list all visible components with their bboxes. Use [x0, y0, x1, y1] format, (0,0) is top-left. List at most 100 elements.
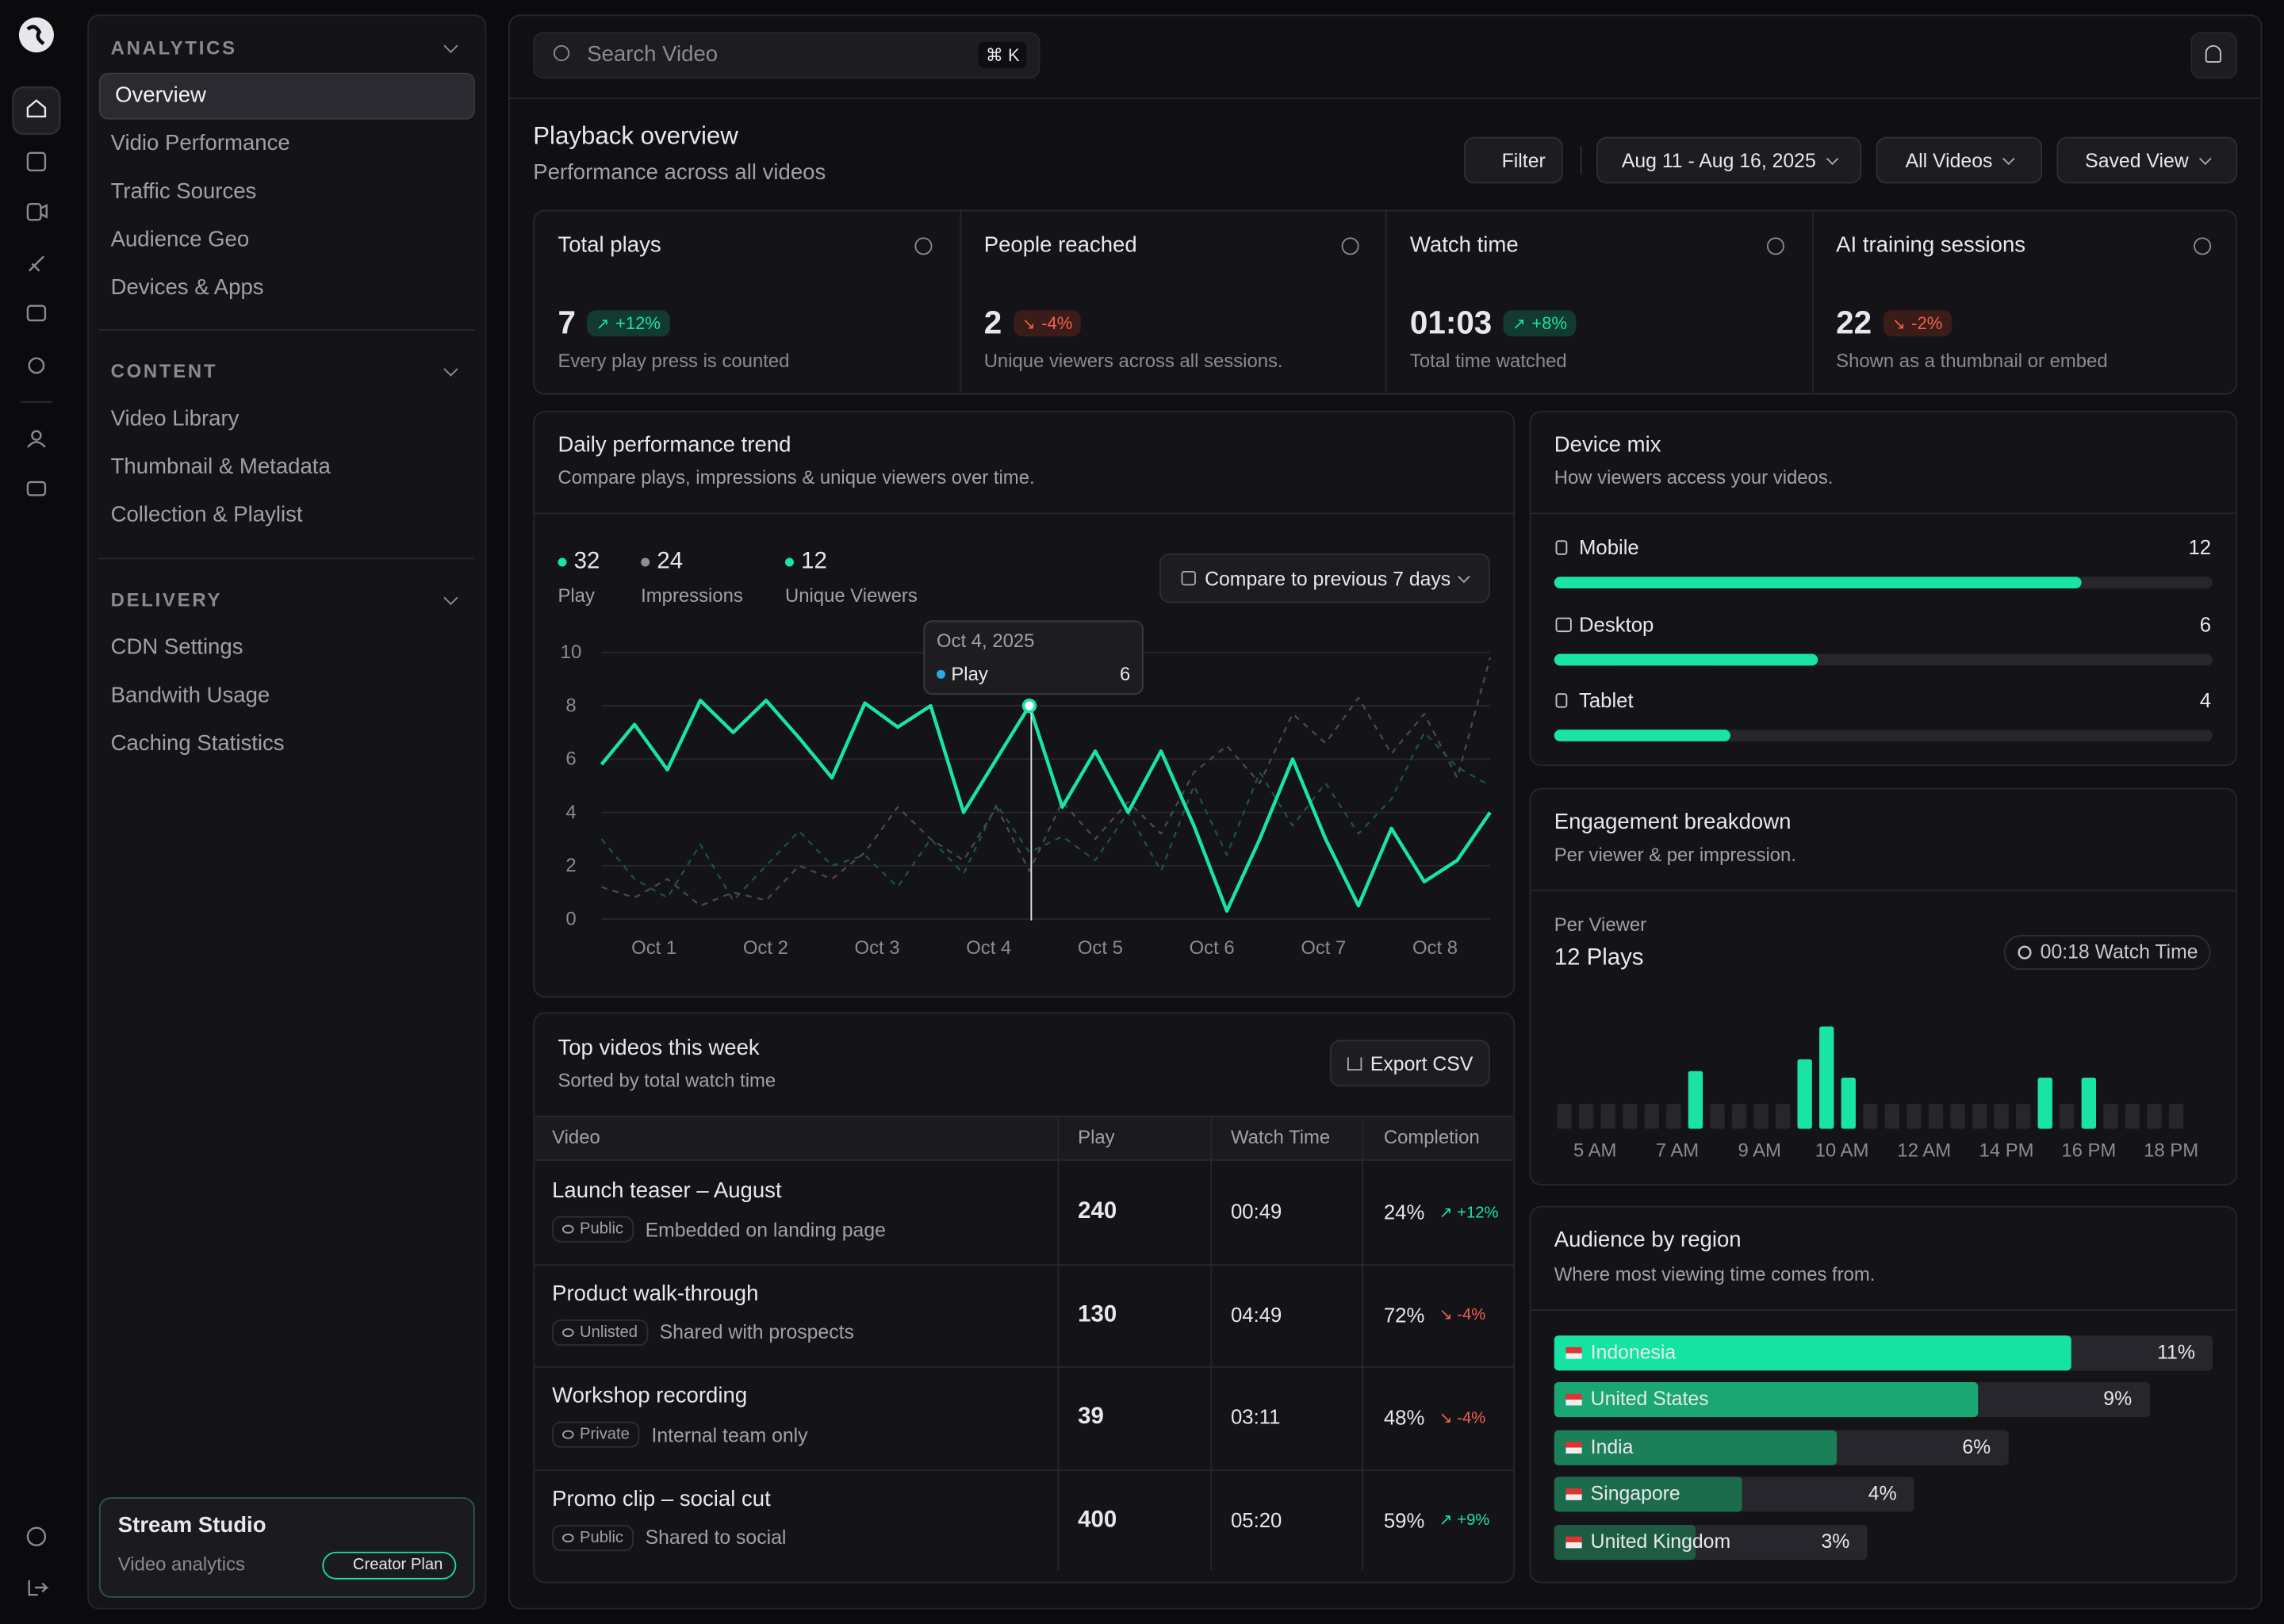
- divider: [1531, 512, 2236, 515]
- completion-value: 48%: [1383, 1405, 1425, 1429]
- shortcut: ⌘ K: [978, 41, 1027, 69]
- sidebar: [87, 14, 487, 1610]
- nav-item[interactable]: Video Library: [110, 406, 240, 431]
- nav-item[interactable]: CDN Settings: [110, 634, 243, 661]
- x-tick-label: Oct 8: [1412, 937, 1458, 959]
- video-note: Internal team only: [651, 1423, 808, 1446]
- device-name: Tablet: [1578, 688, 1634, 712]
- export-button[interactable]: Export CSV: [1329, 1040, 1490, 1087]
- visibility-badge: Unlisted: [552, 1319, 648, 1346]
- visibility-badge: Public: [552, 1524, 634, 1551]
- region-bar: [1554, 1382, 1978, 1418]
- kpi-value: 01:03: [1409, 304, 1493, 341]
- plan-badge: Creator Plan: [322, 1551, 456, 1580]
- engagement-bar: [2103, 1104, 2118, 1129]
- engagement-bar: [1666, 1104, 1681, 1129]
- compare-button[interactable]: Compare to previous 7 days: [1159, 553, 1490, 603]
- legend-label: Unique Viewers: [784, 584, 918, 607]
- device-name: Mobile: [1578, 535, 1639, 559]
- nav-item[interactable]: Overview: [115, 82, 206, 108]
- region-bar: [1554, 1477, 1742, 1512]
- toolbar-button[interactable]: Aug 11 - Aug 16, 2025: [1596, 136, 1862, 184]
- x-tick-label: 16 PM: [2061, 1139, 2117, 1162]
- button-label: All Videos: [1905, 149, 1993, 171]
- completion-value: 24%: [1383, 1200, 1425, 1224]
- flag: [1565, 1488, 1582, 1501]
- page-subtitle: Performance across all videos: [533, 160, 826, 186]
- kpi-label: People reached: [983, 232, 1137, 259]
- video-title: Workshop recording: [552, 1383, 748, 1409]
- info-icon: [1766, 237, 1784, 255]
- play-count: 130: [1078, 1301, 1117, 1327]
- toolbar-button[interactable]: Saved View: [2056, 136, 2238, 184]
- legend-dot: [641, 557, 650, 567]
- engagement-bar: [2037, 1077, 2052, 1129]
- page-title: Playback overview: [533, 121, 738, 150]
- nav-item[interactable]: Bandwith Usage: [110, 683, 270, 708]
- device-icon: [1555, 540, 1568, 555]
- top-videos-card: [533, 1012, 1516, 1584]
- legend-value: 24: [641, 549, 683, 575]
- kpi-divider: [959, 211, 961, 393]
- toolbar-button[interactable]: All Videos: [1876, 136, 2043, 184]
- kpi-change-text: +8%: [1531, 312, 1568, 334]
- x-tick-label: 18 PM: [2144, 1139, 2199, 1162]
- x-tick-label: Oct 6: [1190, 937, 1235, 959]
- column-header: Video: [552, 1126, 600, 1148]
- y-tick-label: 10: [561, 642, 582, 663]
- column-header: Completion: [1383, 1126, 1480, 1148]
- nav-item[interactable]: Vidio Performance: [110, 131, 290, 156]
- region-label: 9%: [2103, 1388, 2133, 1411]
- engagement-bar: [2147, 1104, 2162, 1129]
- kpi-value: 22: [1836, 304, 1872, 341]
- active-item: [98, 72, 475, 120]
- engagement-bar: [1972, 1104, 1987, 1129]
- nav-item[interactable]: Caching Statistics: [110, 731, 285, 756]
- trend-icon: ↗: [1439, 1204, 1458, 1222]
- visibility-icon: [561, 1327, 574, 1337]
- change-text: +9%: [1457, 1511, 1490, 1530]
- change-text: -4%: [1457, 1409, 1486, 1427]
- kpi-value-row: 22 ↘ -2%: [1836, 304, 1952, 343]
- change-text: +12%: [1457, 1204, 1499, 1222]
- toolbar-button[interactable]: Filter: [1463, 136, 1563, 184]
- nav-item[interactable]: Collection & Playlist: [110, 502, 303, 527]
- visibility-badge: Private: [552, 1421, 640, 1448]
- nav-item[interactable]: Devices & Apps: [110, 275, 264, 301]
- calendar-icon: [1181, 570, 1197, 586]
- divider: [535, 1365, 1514, 1368]
- visibility-text: Public: [580, 1528, 624, 1546]
- legend-value: 32: [558, 549, 600, 575]
- kpi-label: AI training sessions: [1836, 232, 2026, 259]
- nav-item[interactable]: Audience Geo: [110, 227, 250, 252]
- device-icon: [1555, 693, 1568, 708]
- column-divider: [1362, 1115, 1364, 1570]
- y-tick-label: 0: [565, 908, 576, 929]
- series-line: [601, 657, 1492, 907]
- device-name: Desktop: [1578, 611, 1654, 635]
- nav-item[interactable]: Traffic Sources: [110, 178, 257, 205]
- legend-label: Play: [558, 584, 595, 607]
- visibility-icon: [561, 1430, 574, 1439]
- completion-change: ↘ -4%: [1439, 1305, 1485, 1324]
- engagement-plays: 12 Plays: [1554, 945, 1644, 971]
- engagement-bar: [1688, 1071, 1703, 1129]
- engagement-bar: [1797, 1059, 1812, 1129]
- engagement-bar: [1819, 1026, 1834, 1129]
- video-meta: Public Shared to social: [552, 1524, 786, 1551]
- plan-title: Stream Studio: [117, 1513, 266, 1538]
- section-title: CONTENT: [110, 360, 218, 382]
- x-tick-label: Oct 4: [966, 937, 1011, 959]
- nav-item[interactable]: Thumbnail & Metadata: [110, 454, 331, 480]
- kpi-divider: [1385, 211, 1387, 393]
- engagement-bar: [1600, 1104, 1615, 1129]
- kpi-change: ↗ +12%: [587, 310, 669, 337]
- visibility-badge: Public: [552, 1216, 634, 1243]
- y-tick-label: 2: [565, 855, 576, 876]
- card-subtitle: How viewers access your videos.: [1554, 466, 1834, 488]
- region-label: 4%: [1868, 1482, 1897, 1505]
- engagement-bar: [1907, 1104, 1922, 1129]
- search-box[interactable]: [533, 32, 1040, 79]
- kpi-note: Every play press is counted: [558, 350, 790, 372]
